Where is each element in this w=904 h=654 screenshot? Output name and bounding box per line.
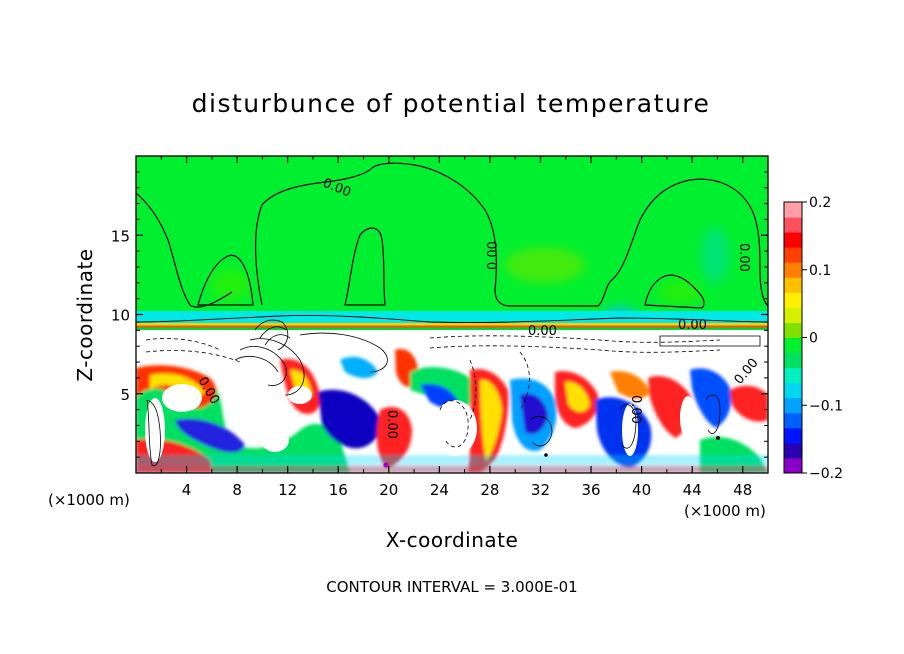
colorbar-swatch <box>784 232 802 248</box>
contour-interval-footer: CONTOUR INTERVAL = 3.000E-01 <box>326 578 577 596</box>
x-tick-label: 40 <box>632 481 651 499</box>
colorbar-swatch <box>784 277 802 293</box>
colorbar-swatch <box>784 292 802 308</box>
x-tick-label: 16 <box>329 481 348 499</box>
green-line <box>136 327 768 330</box>
colorbar-swatch <box>784 322 802 338</box>
x-tick-label: 20 <box>379 481 398 499</box>
colorbar-swatch <box>784 457 802 474</box>
plot-area: 0.00 0.00 0.00 0.00 0.00 0.00 0.00 0.00 … <box>136 156 768 473</box>
colorbar-swatch <box>784 202 802 218</box>
upper-contours <box>136 162 768 323</box>
y-axis: 5 10 15 <box>111 171 768 458</box>
colorbar-swatch <box>784 337 802 354</box>
colorbar-swatch <box>784 352 802 369</box>
y-tick-label: 15 <box>111 227 130 245</box>
x-unit-right: (×1000 m) <box>684 502 766 520</box>
colorbar-tick-label: 0.1 <box>809 263 831 279</box>
colorbar-swatch <box>784 382 802 399</box>
contour-label: 0.00 <box>486 241 501 270</box>
cyan-band <box>136 311 768 323</box>
contour-label: 0.00 <box>678 318 707 333</box>
x-tick-label: 48 <box>733 481 752 499</box>
colorbar-swatch <box>784 247 802 263</box>
y-tick-label: 10 <box>111 307 130 325</box>
lower-field <box>136 319 768 473</box>
chart-title: disturbunce of potential temperature <box>192 89 711 118</box>
orange-line <box>136 325 768 328</box>
colorbar-swatch <box>784 367 802 384</box>
colorbar-swatch <box>784 217 802 233</box>
colorbar-tick-label: 0.2 <box>809 195 831 211</box>
x-tick-label: 32 <box>531 481 550 499</box>
x-tick-label: 36 <box>581 481 600 499</box>
contour-label: 0.00 <box>384 410 399 439</box>
colorbar-tick-label: 0 <box>809 331 818 347</box>
x-tick-label: 12 <box>278 481 297 499</box>
x-tick-label: 24 <box>430 481 449 499</box>
x-unit-left: (×1000 m) <box>48 491 130 509</box>
x-tick-label: 8 <box>232 481 242 499</box>
contour-label: 0.00 <box>528 324 557 339</box>
colorbar-swatch <box>784 262 802 278</box>
x-tick-label: 44 <box>683 481 702 499</box>
x-axis-label: X-coordinate <box>386 528 519 552</box>
colorbar-tick-label: −0.1 <box>809 398 843 414</box>
colorbar-swatch <box>784 397 802 414</box>
x-tick-label: 4 <box>182 481 192 499</box>
colorbar-swatch <box>784 427 802 444</box>
colorbar-swatch <box>784 412 802 429</box>
x-tick-label: 28 <box>480 481 499 499</box>
ground-dots <box>383 436 720 468</box>
colorbar-swatch <box>784 442 802 459</box>
colorbar: 0.2 0.1 0 −0.1 −0.2 <box>783 195 843 482</box>
x-axis: 4 8 12 16 20 24 28 32 36 40 44 48 <box>160 156 752 499</box>
contour-label: 0.00 <box>628 395 643 424</box>
y-axis-label: Z-coordinate <box>73 248 97 381</box>
lower-contours <box>145 319 761 467</box>
colorbar-tick-label: −0.2 <box>809 466 843 482</box>
y-tick-label: 5 <box>120 386 130 404</box>
colorbar-swatch <box>784 307 802 323</box>
yellow-line <box>136 323 768 326</box>
contour-label: 0.00 <box>736 243 751 272</box>
